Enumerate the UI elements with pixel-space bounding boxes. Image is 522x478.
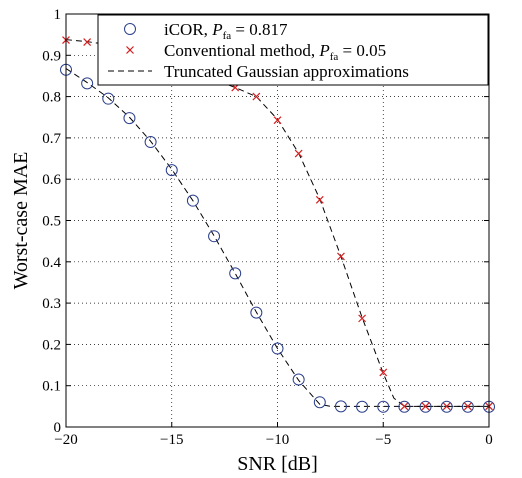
x-tick-label: −10 bbox=[266, 432, 289, 448]
y-tick-label: 0.4 bbox=[42, 255, 61, 271]
icor-point bbox=[186, 194, 199, 207]
conventional-point bbox=[379, 368, 388, 377]
legend-conventional-marker bbox=[126, 46, 134, 54]
icor-point bbox=[250, 306, 263, 319]
icor-point bbox=[334, 400, 347, 413]
icor-point bbox=[313, 396, 326, 409]
x-tick-label: −5 bbox=[375, 432, 391, 448]
axis-ticks: −20 −15 −10 −5 0 0 0.1 0.2 0.3 0.4 0.5 0.6 0.7 0.8 0.9… bbox=[42, 7, 493, 448]
icor-point bbox=[81, 77, 94, 90]
icor-point bbox=[271, 342, 284, 355]
conventional-point bbox=[273, 116, 282, 125]
icor-point bbox=[461, 400, 474, 413]
icor-point bbox=[229, 267, 242, 280]
icor-point bbox=[102, 92, 115, 105]
conventional-point bbox=[463, 402, 472, 411]
y-tick-label: 1 bbox=[54, 7, 62, 23]
icor-point bbox=[208, 230, 221, 243]
icor-point bbox=[419, 400, 432, 413]
legend-conventional-label: Conventional method, Pfa = 0.05 bbox=[164, 41, 386, 63]
y-tick-label: 0.5 bbox=[42, 214, 61, 230]
x-tick-label: −15 bbox=[160, 432, 183, 448]
icor-point bbox=[377, 400, 390, 413]
conventional-point bbox=[400, 402, 409, 411]
y-tick-label: 0.6 bbox=[42, 172, 61, 188]
icor-point bbox=[165, 164, 178, 177]
series-layer bbox=[60, 36, 495, 413]
legend-icor-label: iCOR, Pfa = 0.817 bbox=[164, 20, 288, 42]
y-tick-label: 0.3 bbox=[42, 296, 61, 312]
conventional-point bbox=[294, 149, 303, 158]
icor-point bbox=[144, 136, 157, 149]
icor-point bbox=[356, 400, 369, 413]
y-tick-label: 0.9 bbox=[42, 48, 61, 64]
series-icor bbox=[60, 63, 495, 413]
y-tick-label: 0 bbox=[54, 420, 62, 436]
y-axis-label: Worst-case MAE bbox=[10, 152, 32, 290]
icor-point bbox=[123, 112, 136, 125]
icor-point bbox=[292, 373, 305, 386]
icor-point bbox=[398, 400, 411, 413]
x-axis-label: SNR [dB] bbox=[237, 453, 318, 475]
x-tick-label: 0 bbox=[485, 432, 493, 448]
y-tick-label: 0.7 bbox=[42, 131, 61, 147]
icor-point bbox=[440, 400, 453, 413]
conventional-point bbox=[358, 314, 367, 323]
y-tick-label: 0.1 bbox=[42, 379, 61, 395]
conventional-point bbox=[83, 38, 92, 47]
conventional-point bbox=[421, 402, 430, 411]
legend-box bbox=[97, 14, 489, 86]
approximation-curve-1 bbox=[65, 68, 489, 407]
x-tick-label: −20 bbox=[54, 432, 77, 448]
conventional-point bbox=[337, 252, 345, 261]
conventional-point bbox=[252, 92, 261, 101]
legend-approximation-label: Truncated Gaussian approximations bbox=[164, 62, 409, 81]
y-tick-label: 0.2 bbox=[42, 337, 61, 353]
conventional-point bbox=[442, 402, 451, 411]
y-tick-label: 0.8 bbox=[42, 90, 61, 106]
conventional-point bbox=[315, 195, 324, 204]
legend-icor-marker bbox=[124, 23, 136, 35]
